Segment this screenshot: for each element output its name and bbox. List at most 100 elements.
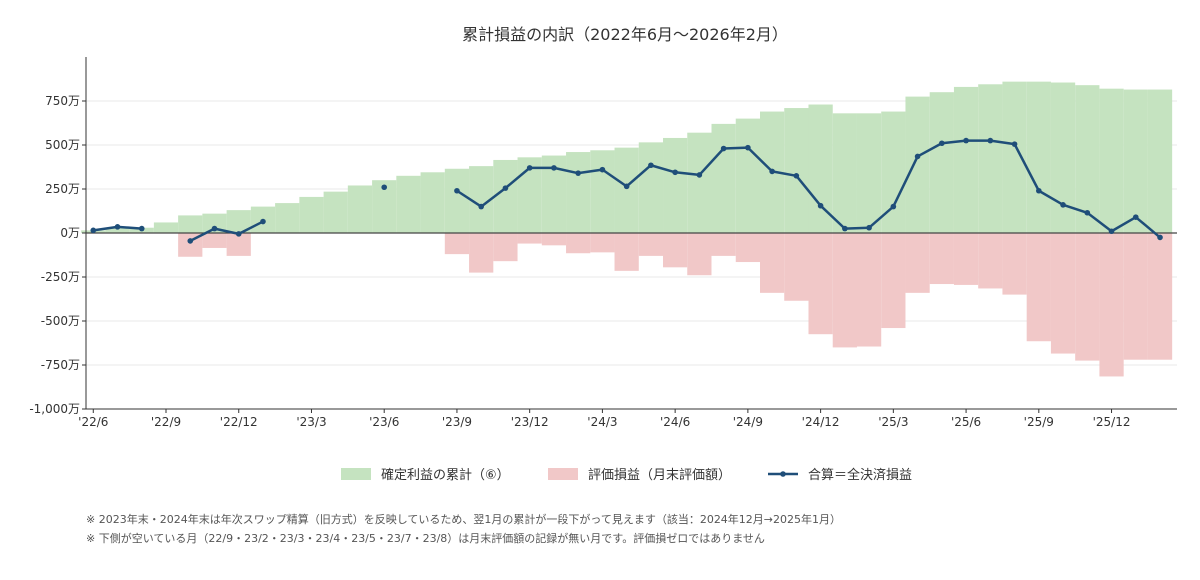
total-point-2025-08 bbox=[1011, 141, 1018, 147]
total-point-2022-06 bbox=[90, 227, 97, 234]
total-point-2022-12 bbox=[235, 231, 242, 237]
total-point-2024-09 bbox=[745, 144, 751, 151]
realized-bar-2024-08 bbox=[711, 123, 736, 233]
x-tick-label-5: '23/9 bbox=[442, 415, 472, 429]
total-point-2026-02 bbox=[1157, 234, 1163, 241]
realized-bar-2023-03 bbox=[299, 196, 324, 233]
x-tick-label-8: '24/6 bbox=[660, 415, 690, 429]
realized-bar-2023-09 bbox=[444, 168, 470, 233]
unrealized-bar-2023-10 bbox=[469, 233, 494, 273]
x-axis-ticks: '22/6 '22/9 '22/12 '23/3 '23/6 '23/9 '23/12 '24… bbox=[78, 409, 1130, 429]
unrealized-bar-2025-12 bbox=[1099, 233, 1124, 377]
realized-bar-2025-01 bbox=[832, 113, 857, 233]
unrealized-bar-2024-06 bbox=[663, 233, 688, 268]
realized-bar-2024-02 bbox=[566, 152, 591, 233]
total-point-2025-02 bbox=[866, 224, 872, 231]
total-point-2023-11 bbox=[502, 185, 509, 191]
y-tick-label-7: -1,000万 bbox=[29, 402, 80, 416]
realized-bar-2024-04 bbox=[614, 147, 639, 233]
unrealized-bar-2024-10 bbox=[759, 233, 785, 293]
realized-bar-2023-05 bbox=[347, 185, 373, 233]
realized-bar-2025-07 bbox=[978, 84, 1003, 233]
unrealized-bar-2025-02 bbox=[856, 233, 882, 347]
unrealized-bar-2025-05 bbox=[929, 233, 954, 285]
realized-bar-2025-06 bbox=[953, 86, 979, 233]
x-tick-label-10: '24/12 bbox=[802, 415, 840, 429]
realized-bar-2022-07 bbox=[105, 227, 130, 233]
total-point-2025-09 bbox=[1036, 187, 1042, 194]
total-point-2024-03 bbox=[599, 166, 606, 173]
total-point-2025-07 bbox=[987, 137, 994, 144]
total-point-2023-09 bbox=[454, 187, 460, 194]
realized-bar-2023-07 bbox=[396, 175, 421, 233]
unrealized-bar-2026-02 bbox=[1147, 233, 1173, 360]
total-point-2022-11 bbox=[211, 225, 218, 232]
realized-bar-2026-02 bbox=[1147, 89, 1173, 233]
unrealized-bar-2025-03 bbox=[881, 233, 906, 329]
x-tick-label-11: '25/3 bbox=[878, 415, 908, 429]
legend-swatch-0 bbox=[341, 468, 371, 480]
legend: 確定利益の累計（⑥） 評価損益（月末評価額） 合算＝全決済損益 bbox=[341, 467, 912, 483]
unrealized-bar-2024-08 bbox=[711, 233, 736, 256]
x-tick-label-1: '22/9 bbox=[151, 415, 181, 429]
legend-label-1: 評価損益（月末評価額） bbox=[588, 468, 731, 483]
total-point-2025-10 bbox=[1060, 202, 1066, 208]
footnote-2: ※ 下側が空いている月（22/9・23/2・23/3・23/4・23/5・23/… bbox=[86, 532, 765, 545]
y-tick-label-6: -750万 bbox=[41, 358, 80, 372]
realized-bar-2024-12 bbox=[808, 104, 833, 234]
y-tick-label-4: -250万 bbox=[41, 270, 80, 284]
unrealized-bar-2025-04 bbox=[905, 233, 930, 293]
x-tick-label-3: '23/3 bbox=[296, 415, 326, 429]
realized-bar-2025-09 bbox=[1026, 81, 1051, 233]
unrealized-bar-2025-11 bbox=[1075, 233, 1100, 361]
total-point-2025-01 bbox=[842, 225, 848, 232]
total-point-2025-12 bbox=[1108, 228, 1115, 235]
unrealized-pnl-bars bbox=[178, 233, 1173, 377]
total-line-segment-1 bbox=[189, 220, 264, 243]
realized-profit-bars bbox=[81, 81, 1173, 234]
realized-bar-2025-08 bbox=[1002, 81, 1027, 233]
y-tick-label-2: 250万 bbox=[45, 182, 80, 196]
total-point-2025-11 bbox=[1084, 209, 1091, 216]
unrealized-bar-2025-09 bbox=[1026, 233, 1051, 342]
realized-bar-2025-12 bbox=[1099, 88, 1124, 234]
unrealized-bar-2022-12 bbox=[226, 233, 251, 256]
legend-label-0: 確定利益の累計（⑥） bbox=[381, 467, 510, 483]
total-point-2022-10 bbox=[187, 238, 194, 244]
x-tick-label-9: '24/9 bbox=[733, 415, 763, 429]
realized-bar-2025-04 bbox=[905, 96, 930, 233]
realized-bar-2026-01 bbox=[1123, 89, 1148, 233]
unrealized-bar-2024-04 bbox=[614, 233, 639, 271]
realized-bar-2024-05 bbox=[638, 142, 664, 233]
unrealized-bar-2024-05 bbox=[638, 233, 664, 256]
unrealized-bar-2025-07 bbox=[978, 233, 1003, 289]
cumulative-pnl-chart: 累計損益の内訳（2022年6月〜2026年2月） 750万 500万 250万 0万 -… bbox=[29, 25, 1177, 483]
unrealized-bar-2025-01 bbox=[832, 233, 857, 348]
realized-bar-2024-11 bbox=[784, 108, 809, 233]
realized-bar-2025-11 bbox=[1075, 85, 1100, 233]
y-tick-label-3: 0万 bbox=[60, 226, 80, 240]
x-tick-label-2: '22/12 bbox=[220, 415, 258, 429]
unrealized-bar-2025-08 bbox=[1002, 233, 1027, 295]
realized-bar-2024-09 bbox=[735, 118, 760, 233]
chart-title: 累計損益の内訳（2022年6月〜2026年2月） bbox=[462, 25, 788, 44]
realized-bar-2022-10 bbox=[178, 215, 203, 233]
unrealized-bar-2024-11 bbox=[784, 233, 809, 301]
unrealized-bar-2024-01 bbox=[541, 233, 567, 246]
total-pnl-line bbox=[90, 137, 1163, 244]
total-point-2024-05 bbox=[648, 162, 654, 169]
total-point-2024-08 bbox=[720, 145, 727, 152]
realized-bar-2025-05 bbox=[929, 92, 954, 233]
x-tick-label-12: '25/6 bbox=[951, 415, 981, 429]
unrealized-bar-2025-06 bbox=[953, 233, 979, 285]
total-point-2024-06 bbox=[672, 169, 678, 176]
y-axis-ticks: 750万 500万 250万 0万 -250万 -500万 -750万 -1,000万 bbox=[29, 94, 86, 416]
total-point-2025-03 bbox=[890, 203, 897, 210]
x-tick-label-14: '25/12 bbox=[1093, 415, 1131, 429]
total-point-2024-02 bbox=[575, 170, 581, 176]
total-point-2023-01 bbox=[260, 218, 266, 225]
x-tick-label-6: '23/12 bbox=[511, 415, 549, 429]
total-point-2022-07 bbox=[114, 224, 121, 230]
total-point-2025-06 bbox=[963, 137, 969, 144]
realized-bar-2022-09 bbox=[153, 222, 179, 233]
